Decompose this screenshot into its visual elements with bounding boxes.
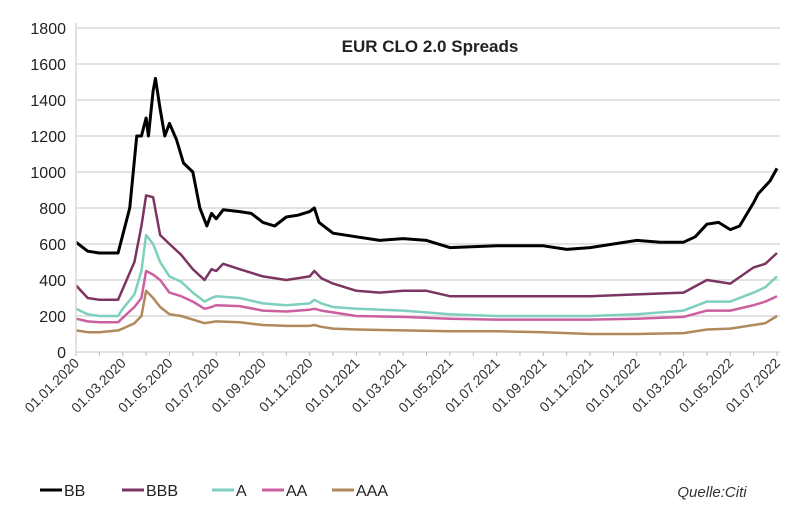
legend-label: AA xyxy=(286,483,308,500)
y-tick-label: 400 xyxy=(39,273,66,290)
series-line-a xyxy=(75,233,778,318)
legend-label: BB xyxy=(64,483,85,500)
series-line-aa xyxy=(75,269,778,324)
legend-label: A xyxy=(236,483,247,500)
chart-title: EUR CLO 2.0 Spreads xyxy=(342,37,519,56)
y-tick-label: 1600 xyxy=(30,57,66,74)
y-tick-label: 600 xyxy=(39,237,66,254)
y-tick-label: 1000 xyxy=(30,165,66,182)
y-tick-label: 1200 xyxy=(30,129,66,146)
legend-label: BBB xyxy=(146,483,178,500)
series-line-bbb xyxy=(75,194,778,302)
y-tick-label: 200 xyxy=(39,309,66,326)
source-label: Quelle:Citi xyxy=(677,484,747,501)
legend-label: AAA xyxy=(356,483,388,500)
series-line-aaa xyxy=(75,289,778,336)
y-tick-label: 1400 xyxy=(30,93,66,110)
y-tick-label: 1800 xyxy=(30,21,66,38)
y-tick-label: 800 xyxy=(39,201,66,218)
y-tick-label: 0 xyxy=(57,345,66,362)
series-line-bb xyxy=(75,76,779,255)
